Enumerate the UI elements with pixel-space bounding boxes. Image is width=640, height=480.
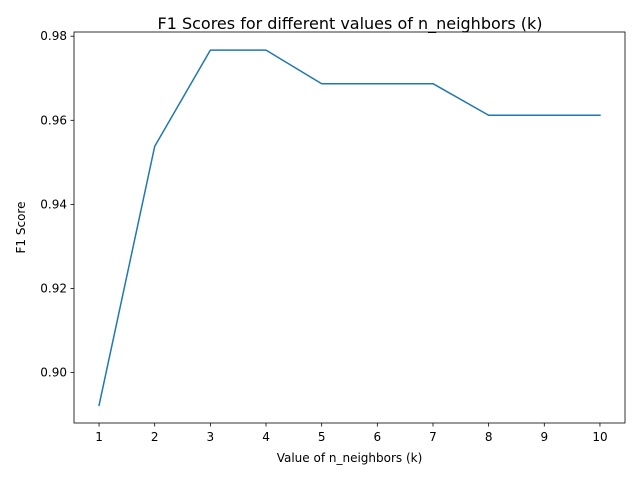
series-layer <box>98 49 601 407</box>
y-tick-label: 0.96 <box>40 113 67 127</box>
x-axis-ticks: 1 2 3 4 5 6 7 8 9 10 <box>95 423 608 444</box>
x-axis-label: Value of n_neighbors (k) <box>277 451 423 465</box>
x-tick-label: 10 <box>592 430 607 444</box>
y-axis-ticks: 0.90 0.92 0.94 0.96 0.98 <box>40 29 74 380</box>
x-tick-label: 3 <box>207 430 215 444</box>
plot-frame <box>73 31 626 424</box>
y-tick-label: 0.92 <box>40 281 67 295</box>
y-axis-label: F1 Score <box>14 202 28 254</box>
x-tick-label: 8 <box>485 430 493 444</box>
x-tick-label: 2 <box>151 430 159 444</box>
x-tick-label: 6 <box>374 430 382 444</box>
x-tick-label: 7 <box>429 430 437 444</box>
series-line-0 <box>98 49 601 407</box>
x-tick-label: 9 <box>540 430 548 444</box>
x-tick-label: 5 <box>318 430 326 444</box>
y-tick-label: 0.94 <box>40 197 67 211</box>
x-tick-label: 4 <box>262 430 270 444</box>
y-tick-label: 0.98 <box>40 29 67 43</box>
y-tick-label: 0.90 <box>40 366 67 380</box>
plot-area <box>73 31 626 424</box>
chart-title: F1 Scores for different values of n_neig… <box>157 14 542 34</box>
x-tick-label: 1 <box>95 430 103 444</box>
